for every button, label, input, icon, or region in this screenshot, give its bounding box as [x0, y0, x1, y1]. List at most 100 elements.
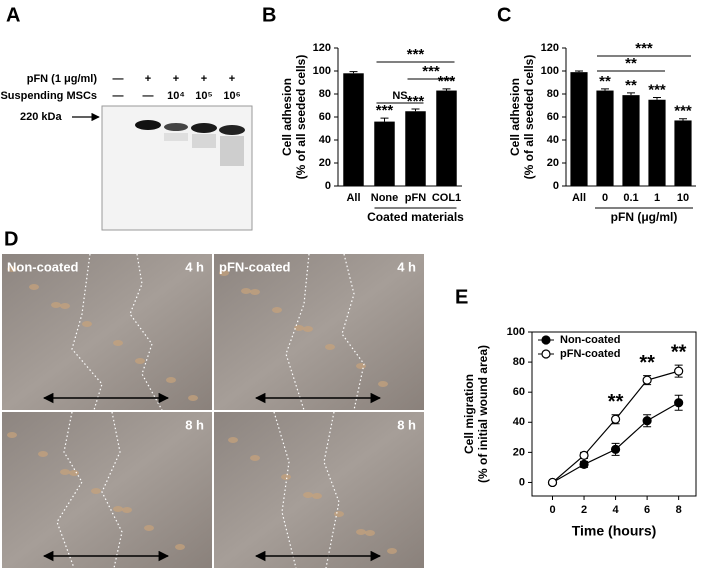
cell — [294, 325, 304, 331]
data-point — [642, 375, 652, 385]
cell — [91, 488, 101, 494]
wound-edge — [273, 411, 297, 568]
y-tick-label: 60 — [513, 386, 525, 398]
error-bar — [442, 88, 451, 91]
significance: *** — [438, 73, 456, 90]
significance: ** — [599, 73, 611, 90]
bar — [570, 72, 588, 186]
cell — [29, 284, 39, 290]
blot-labels: pFN (1 μg/ml) — + + + + Suspending MSCs — — 10⁴ 10… — [0, 73, 240, 123]
cell — [250, 289, 260, 295]
wound-edge — [71, 253, 103, 411]
y-tick-label: 100 — [541, 65, 559, 77]
y-axis-label: (% of initial wound area) — [476, 345, 490, 483]
cell — [241, 288, 251, 294]
row-mark: + — [201, 73, 207, 85]
data-point — [642, 416, 652, 426]
plot-frame — [531, 331, 697, 497]
y-tick-label: 120 — [313, 42, 331, 54]
cell — [144, 525, 154, 531]
x-tick-label: 8 — [676, 504, 682, 516]
cell — [7, 266, 17, 272]
significance: *** — [376, 102, 394, 119]
cell — [272, 307, 282, 313]
cell — [325, 344, 335, 350]
cell — [113, 340, 123, 346]
legend-marker — [541, 335, 551, 345]
x-tick-label: None — [371, 192, 399, 204]
row-label: Suspending MSCs — [0, 90, 97, 102]
condition-label: pFN-coated — [219, 259, 291, 274]
y-tick-label: 40 — [319, 134, 331, 146]
row-mark: 10⁴ — [167, 90, 185, 102]
bar — [622, 95, 640, 186]
series-line — [552, 370, 679, 483]
legend-marker — [541, 349, 551, 359]
x-axis-label: Time (hours) — [572, 523, 657, 539]
significance: *** — [407, 93, 425, 110]
micrograph — [214, 412, 424, 568]
error-bar — [411, 108, 420, 112]
wound-edge — [285, 253, 310, 411]
row-mark: 10⁵ — [195, 90, 212, 102]
x-tick-label: 2 — [581, 504, 587, 516]
cell — [303, 492, 313, 498]
x-axis-label: pFN (μg/ml) — [611, 210, 678, 224]
y-tick-label: 20 — [319, 157, 331, 169]
cell — [250, 455, 260, 461]
y-tick-label: 40 — [547, 134, 559, 146]
x-tick-label: 4 — [613, 504, 620, 516]
y-axis-label: (% of all seeded cells) — [294, 55, 308, 180]
blot — [101, 105, 253, 231]
row-label: pFN (1 μg/ml) — [27, 73, 98, 85]
cell — [60, 303, 70, 309]
cell — [69, 470, 79, 476]
significance: ** — [608, 391, 624, 413]
significance: *** — [422, 63, 440, 80]
data-point — [579, 459, 589, 470]
bar — [436, 90, 457, 186]
row-mark: — — [113, 90, 124, 102]
time-label: 4 h — [397, 259, 416, 274]
y-axis-label: Cell migration — [462, 374, 476, 454]
x-tick-label: 6 — [644, 504, 650, 516]
data-point — [610, 414, 621, 424]
x-tick-label: All — [346, 192, 360, 204]
x-tick-label: 0.1 — [623, 192, 638, 204]
legend-label: pFN-coated — [560, 348, 621, 360]
cell — [113, 506, 123, 512]
significance: ** — [625, 55, 637, 72]
panel-label: E — [455, 286, 468, 308]
data-point — [547, 477, 558, 488]
y-tick-label: 20 — [513, 446, 525, 458]
bar — [674, 120, 692, 186]
wound-edge — [129, 253, 163, 411]
cell — [60, 469, 70, 475]
y-tick-label: 80 — [547, 88, 559, 100]
row-mark: + — [145, 73, 151, 85]
row-mark: 10⁶ — [223, 90, 240, 102]
error-bar — [575, 70, 583, 73]
cell — [82, 321, 92, 327]
panel-label: B — [262, 4, 276, 26]
x-tick-label: 10 — [677, 192, 689, 204]
y-tick-label: 20 — [547, 157, 559, 169]
y-tick-label: 60 — [547, 111, 559, 123]
y-tick-label: 80 — [513, 356, 525, 368]
cell — [387, 548, 397, 554]
ns-label: NS — [392, 90, 407, 102]
y-tick-label: 100 — [313, 65, 331, 77]
x-axis-label: Coated materials — [367, 210, 464, 224]
error-bar — [601, 88, 609, 91]
row-mark: + — [229, 73, 235, 85]
data-point — [674, 366, 684, 376]
significance: *** — [674, 103, 692, 120]
y-tick-label: 120 — [541, 42, 559, 54]
row-mark: — — [143, 90, 154, 102]
y-tick-label: 80 — [319, 88, 331, 100]
cell — [228, 437, 238, 443]
bar — [596, 90, 614, 186]
time-label: 8 h — [397, 417, 416, 432]
cell — [356, 529, 366, 535]
